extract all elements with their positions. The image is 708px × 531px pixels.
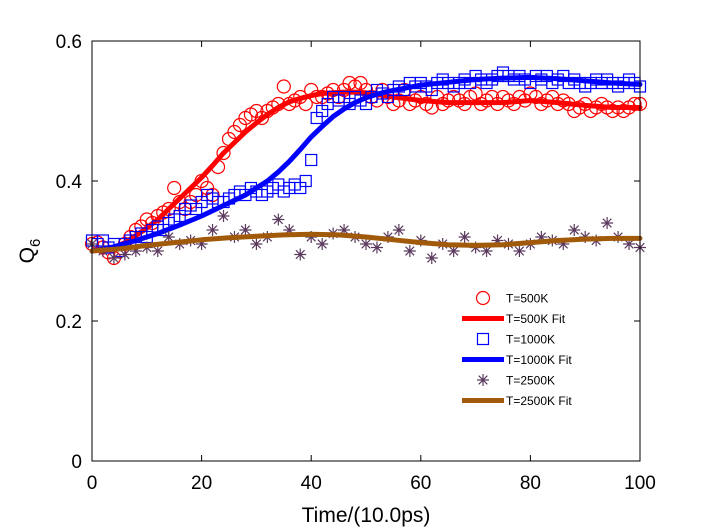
asterisk-point: [239, 224, 252, 236]
legend-marker-swatch: [475, 290, 491, 306]
legend-entry: T=1000K Fit: [462, 353, 572, 367]
asterisk-point: [217, 210, 230, 222]
series-5: [89, 231, 643, 254]
legend-label: T=500K Fit: [506, 312, 566, 326]
fit-line-3: [89, 74, 643, 254]
legend-marker-swatch: [476, 332, 490, 346]
asterisk-point: [623, 238, 636, 250]
asterisk-point: [513, 245, 526, 257]
asterisk-point: [568, 224, 581, 236]
asterisk-point: [151, 245, 164, 257]
asterisk-point: [316, 238, 329, 250]
legend-label: T=1000K: [506, 333, 555, 347]
asterisk-point: [601, 217, 614, 229]
asterisk-point: [360, 238, 372, 250]
asterisk-point: [195, 238, 208, 250]
x-tick-label: 80: [520, 473, 541, 494]
y-tick-label: 0.4: [56, 172, 83, 193]
asterisk-point: [392, 224, 405, 236]
legend-entry: T=2500K: [477, 374, 555, 388]
x-tick-label: 100: [624, 473, 656, 494]
asterisk-point: [305, 231, 318, 243]
x-tick-label: 0: [87, 473, 98, 494]
plot-frame: [91, 40, 641, 462]
asterisk-point: [107, 252, 120, 264]
asterisk-point: [447, 245, 460, 257]
asterisk-point: [403, 245, 416, 257]
y-tick-label: 0: [71, 452, 82, 473]
plot-area: [92, 41, 640, 461]
y-tick-label: 0.6: [56, 32, 82, 53]
asterisk-point: [458, 231, 471, 243]
square-point: [305, 153, 318, 167]
asterisk-point: [557, 238, 570, 250]
series-layer: [84, 66, 648, 266]
asterisk-point: [338, 224, 351, 236]
legend-label: T=2500K Fit: [506, 394, 572, 408]
asterisk-point: [283, 224, 296, 236]
legend-entry: T=500K Fit: [462, 312, 566, 326]
asterisk-point: [535, 231, 548, 243]
circle-point: [216, 145, 231, 161]
asterisk-point: [250, 238, 263, 250]
asterisk-point: [491, 234, 504, 247]
y-axis-title-subscript: 6: [27, 239, 44, 247]
y-axis-title: Q6: [16, 239, 44, 264]
circle-point: [167, 180, 182, 196]
x-tick-label: 20: [191, 473, 212, 494]
ticks-layer: 0 20 40 60 80 100 0 0.2 0.4 0.6: [56, 32, 656, 494]
y-axis-title-base: Q: [16, 247, 39, 263]
x-tick-label: 40: [301, 473, 322, 494]
fit-line-5: [89, 231, 643, 254]
legend-label: T=500K: [506, 292, 548, 306]
legend-label: T=1000K Fit: [506, 353, 572, 367]
asterisk-point: [294, 248, 307, 261]
asterisk-point: [425, 252, 438, 264]
asterisk-point: [129, 245, 142, 257]
x-tick-label: 60: [410, 473, 431, 494]
asterisk-point: [118, 248, 131, 261]
square-point: [299, 174, 312, 188]
legend-entry: T=500K: [475, 290, 548, 306]
asterisk-point: [206, 224, 219, 236]
legend-entry: T=2500K Fit: [462, 394, 572, 408]
legend-marker-swatch: [477, 374, 489, 386]
legend: T=500K T=500K Fit T=1000K T=1000K Fit T=2500…: [462, 290, 572, 408]
legend-entry: T=1000K: [476, 332, 555, 347]
series-3: [89, 74, 643, 254]
asterisk-point: [162, 231, 175, 243]
x-axis-title: Time/(10.0ps): [302, 504, 431, 527]
legend-label: T=2500K: [506, 374, 555, 388]
y-tick-label: 0.2: [56, 312, 82, 333]
asterisk-point: [272, 213, 285, 226]
asterisk-point: [370, 241, 383, 254]
asterisk-point: [480, 245, 493, 257]
circle-point: [627, 96, 642, 112]
circle-point: [276, 79, 291, 94]
